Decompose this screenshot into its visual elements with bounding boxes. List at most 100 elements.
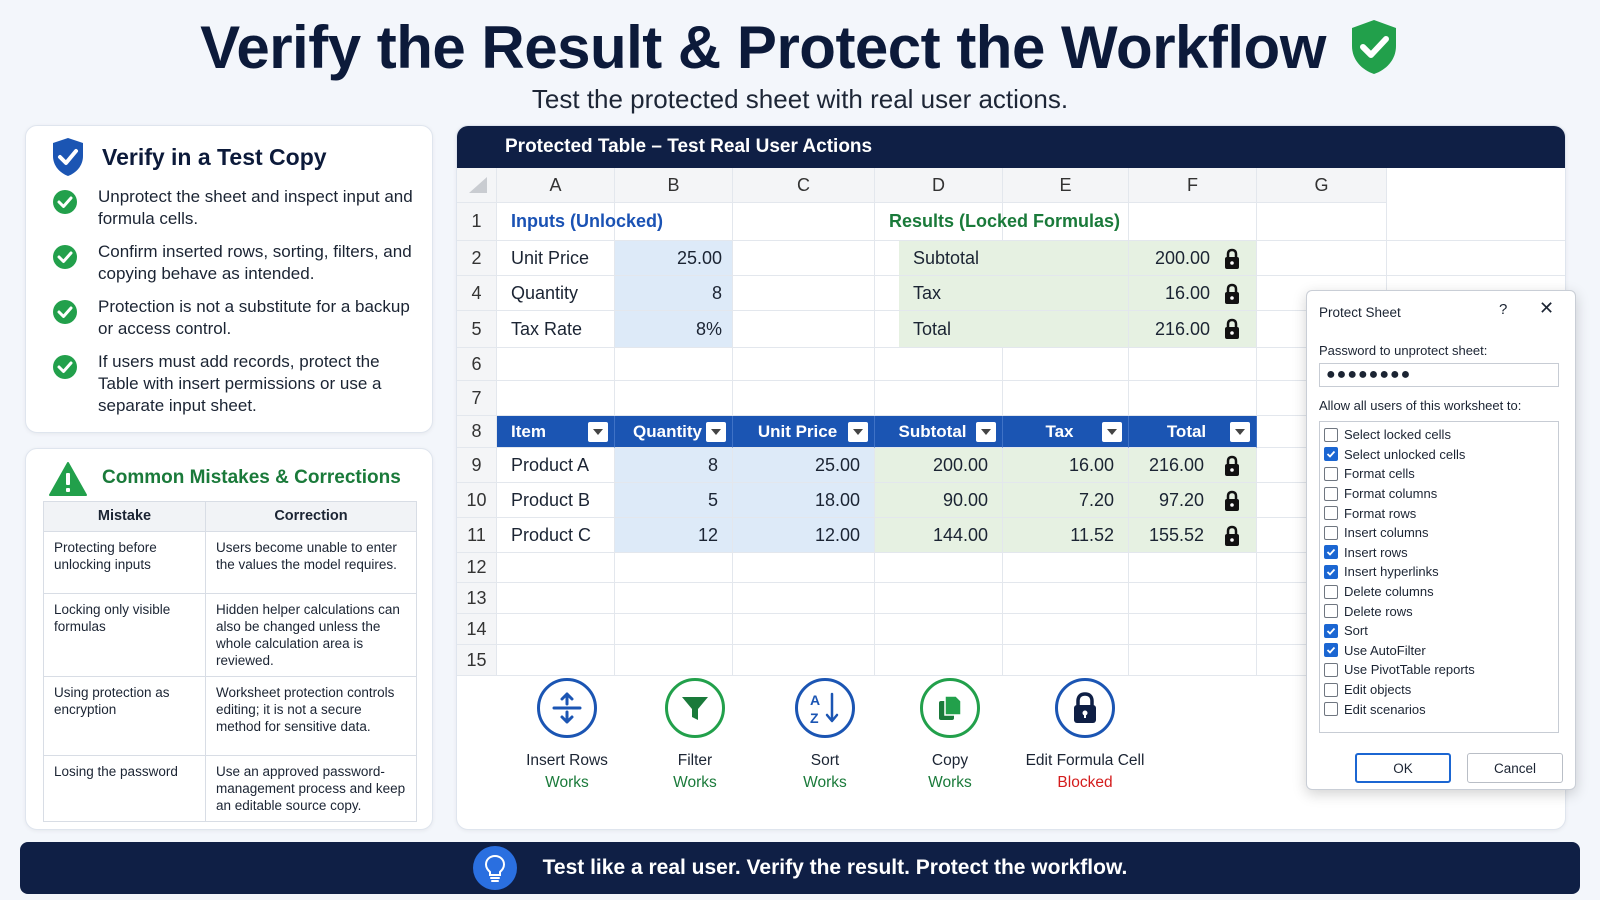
- permission-option[interactable]: Delete rows: [1324, 601, 1554, 621]
- table-cell[interactable]: 7.20: [1003, 483, 1129, 518]
- permission-option[interactable]: Edit objects: [1324, 680, 1554, 700]
- column-header-d[interactable]: D: [875, 168, 1003, 203]
- grid-cell[interactable]: [733, 381, 875, 416]
- permission-option[interactable]: Use AutoFilter: [1324, 641, 1554, 661]
- grid-cell[interactable]: [1129, 645, 1257, 676]
- grid-cell[interactable]: [733, 348, 875, 381]
- row-header-1[interactable]: 1: [457, 203, 497, 241]
- permission-option[interactable]: Edit scenarios: [1324, 699, 1554, 719]
- column-header-e[interactable]: E: [1003, 168, 1129, 203]
- column-header-g[interactable]: G: [1257, 168, 1387, 203]
- table-cell[interactable]: 97.20: [1129, 483, 1257, 518]
- permission-option[interactable]: Use PivotTable reports: [1324, 660, 1554, 680]
- grid-cell[interactable]: [615, 645, 733, 676]
- row-header-12[interactable]: 12: [457, 553, 497, 583]
- table-header-tax[interactable]: Tax: [1003, 416, 1129, 448]
- grid-cell[interactable]: [875, 583, 1003, 614]
- table-cell[interactable]: 5: [615, 483, 733, 518]
- checkbox-unchecked[interactable]: [1324, 584, 1338, 599]
- table-cell[interactable]: 216.00: [1129, 448, 1257, 483]
- grid-cell[interactable]: [497, 614, 615, 645]
- row-header-2[interactable]: 2: [457, 241, 497, 276]
- table-cell[interactable]: 25.00: [733, 448, 875, 483]
- filter-dropdown-icon[interactable]: [1230, 421, 1250, 442]
- column-header-b[interactable]: B: [615, 168, 733, 203]
- password-input[interactable]: ●●●●●●●●: [1319, 363, 1559, 387]
- table-cell[interactable]: 12: [615, 518, 733, 553]
- grid-cell[interactable]: [497, 645, 615, 676]
- column-header-a[interactable]: A: [497, 168, 615, 203]
- checkbox-unchecked[interactable]: [1324, 682, 1338, 697]
- permission-option[interactable]: Insert hyperlinks: [1324, 562, 1554, 582]
- grid-cell[interactable]: [1003, 645, 1129, 676]
- checkbox-unchecked[interactable]: [1324, 466, 1338, 481]
- grid-cell[interactable]: [1129, 348, 1257, 381]
- filter-dropdown-icon[interactable]: [1102, 421, 1122, 442]
- table-cell[interactable]: 90.00: [875, 483, 1003, 518]
- table-cell[interactable]: 11.52: [1003, 518, 1129, 553]
- grid-cell[interactable]: [875, 614, 1003, 645]
- row-header-14[interactable]: 14: [457, 614, 497, 645]
- input-cell[interactable]: 8%: [615, 311, 733, 348]
- row-header-13[interactable]: 13: [457, 583, 497, 614]
- row-header-8[interactable]: 8: [457, 416, 497, 448]
- result-cell[interactable]: 16.00: [1129, 276, 1257, 311]
- checkbox-unchecked[interactable]: [1324, 486, 1338, 501]
- grid-cell[interactable]: [1003, 583, 1129, 614]
- table-cell[interactable]: 16.00: [1003, 448, 1129, 483]
- filter-dropdown-icon[interactable]: [706, 421, 726, 442]
- grid-cell[interactable]: [1129, 583, 1257, 614]
- filter-dropdown-icon[interactable]: [976, 421, 996, 442]
- grid-cell[interactable]: [1129, 553, 1257, 583]
- checkbox-unchecked[interactable]: [1324, 525, 1338, 540]
- permission-option[interactable]: Delete columns: [1324, 582, 1554, 602]
- ok-button[interactable]: OK: [1355, 753, 1451, 783]
- column-header-c[interactable]: C: [733, 168, 875, 203]
- checkbox-unchecked[interactable]: [1324, 662, 1338, 677]
- grid-cell[interactable]: [615, 348, 733, 381]
- table-header-quantity[interactable]: Quantity: [615, 416, 733, 448]
- grid-cell[interactable]: [1129, 614, 1257, 645]
- permission-option[interactable]: Format cells: [1324, 464, 1554, 484]
- action-edit-formula-cell[interactable]: Edit Formula Cell Blocked: [1005, 678, 1165, 792]
- row-header-5[interactable]: 5: [457, 311, 497, 348]
- checkbox-checked[interactable]: [1324, 545, 1338, 560]
- grid-cell[interactable]: [733, 276, 875, 311]
- input-cell[interactable]: 25.00: [615, 241, 733, 276]
- row-header-15[interactable]: 15: [457, 645, 497, 676]
- grid-cell[interactable]: [497, 348, 615, 381]
- row-header-10[interactable]: 10: [457, 483, 497, 518]
- permission-option[interactable]: Sort: [1324, 621, 1554, 641]
- checkbox-checked[interactable]: [1324, 564, 1338, 579]
- permissions-list[interactable]: Select locked cells Select unlocked cells…: [1319, 421, 1559, 733]
- checkbox-checked[interactable]: [1324, 623, 1338, 638]
- grid-cell[interactable]: [1257, 203, 1387, 241]
- result-cell[interactable]: 200.00: [1129, 241, 1257, 276]
- result-cell[interactable]: 216.00: [1129, 311, 1257, 348]
- table-cell[interactable]: 12.00: [733, 518, 875, 553]
- action-copy[interactable]: Copy Works: [870, 678, 1030, 792]
- grid-cell[interactable]: [1129, 381, 1257, 416]
- grid-cell[interactable]: [733, 203, 875, 241]
- row-header-6[interactable]: 6: [457, 348, 497, 381]
- grid-cell[interactable]: [497, 583, 615, 614]
- grid-cell[interactable]: [615, 583, 733, 614]
- row-header-11[interactable]: 11: [457, 518, 497, 553]
- grid-cell[interactable]: [497, 553, 615, 583]
- grid-cell[interactable]: [615, 553, 733, 583]
- grid-cell[interactable]: [1003, 614, 1129, 645]
- table-header-total[interactable]: Total: [1129, 416, 1257, 448]
- row-header-4[interactable]: 4: [457, 276, 497, 311]
- table-cell[interactable]: 18.00: [733, 483, 875, 518]
- table-header-subtotal[interactable]: Subtotal: [875, 416, 1003, 448]
- item-cell[interactable]: Product A: [497, 448, 615, 483]
- permission-option[interactable]: Insert columns: [1324, 523, 1554, 543]
- permission-option[interactable]: Format columns: [1324, 484, 1554, 504]
- help-icon[interactable]: ?: [1499, 301, 1508, 318]
- input-cell[interactable]: 8: [615, 276, 733, 311]
- checkbox-unchecked[interactable]: [1324, 506, 1338, 521]
- grid-cell[interactable]: [615, 381, 733, 416]
- grid-cell[interactable]: [615, 614, 733, 645]
- grid-cell[interactable]: [1003, 348, 1129, 381]
- grid-cell[interactable]: [875, 381, 1003, 416]
